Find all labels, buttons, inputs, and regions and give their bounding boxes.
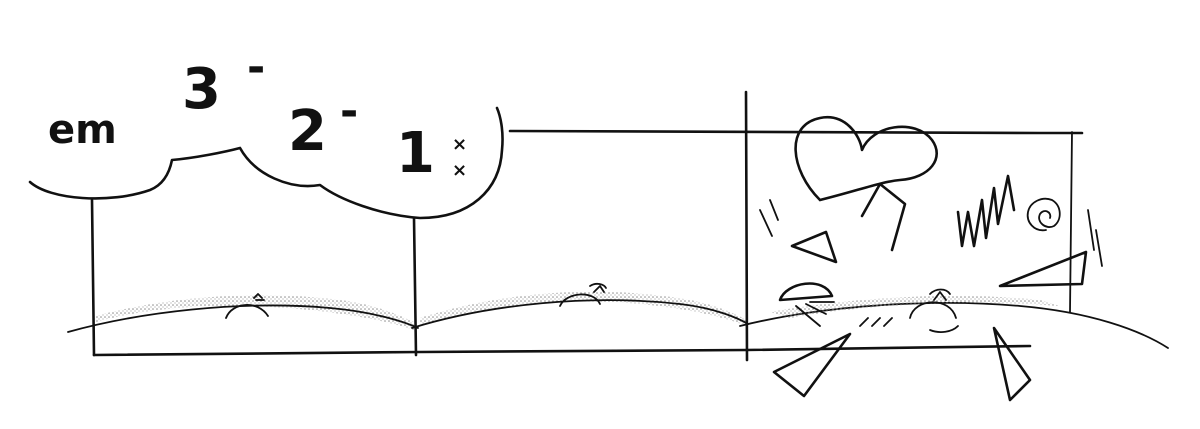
mark-x-bottom: ×	[452, 160, 467, 181]
mark-dash-3: -	[247, 42, 265, 93]
count-2: 2	[288, 99, 327, 164]
heart-icon	[794, 115, 938, 202]
mark-dash-2: -	[340, 86, 358, 137]
ground-panel-2	[411, 282, 749, 329]
thought-bubble-icon	[28, 106, 504, 220]
count-1: 1	[396, 121, 435, 186]
caption-text: em 3 - 2 - 1 × ×	[48, 42, 467, 186]
zigzag-icon	[956, 174, 1016, 248]
mark-x-top: ×	[452, 134, 467, 155]
burst-triangle-icon	[759, 199, 1103, 402]
ground-panel-1	[67, 293, 419, 333]
panel-frames	[90, 90, 1084, 362]
caption-em: em	[48, 107, 117, 153]
ground-panel-3	[739, 288, 1169, 349]
spiral-icon	[1026, 197, 1061, 232]
lightning-icon	[860, 182, 907, 252]
count-3: 3	[182, 57, 221, 122]
